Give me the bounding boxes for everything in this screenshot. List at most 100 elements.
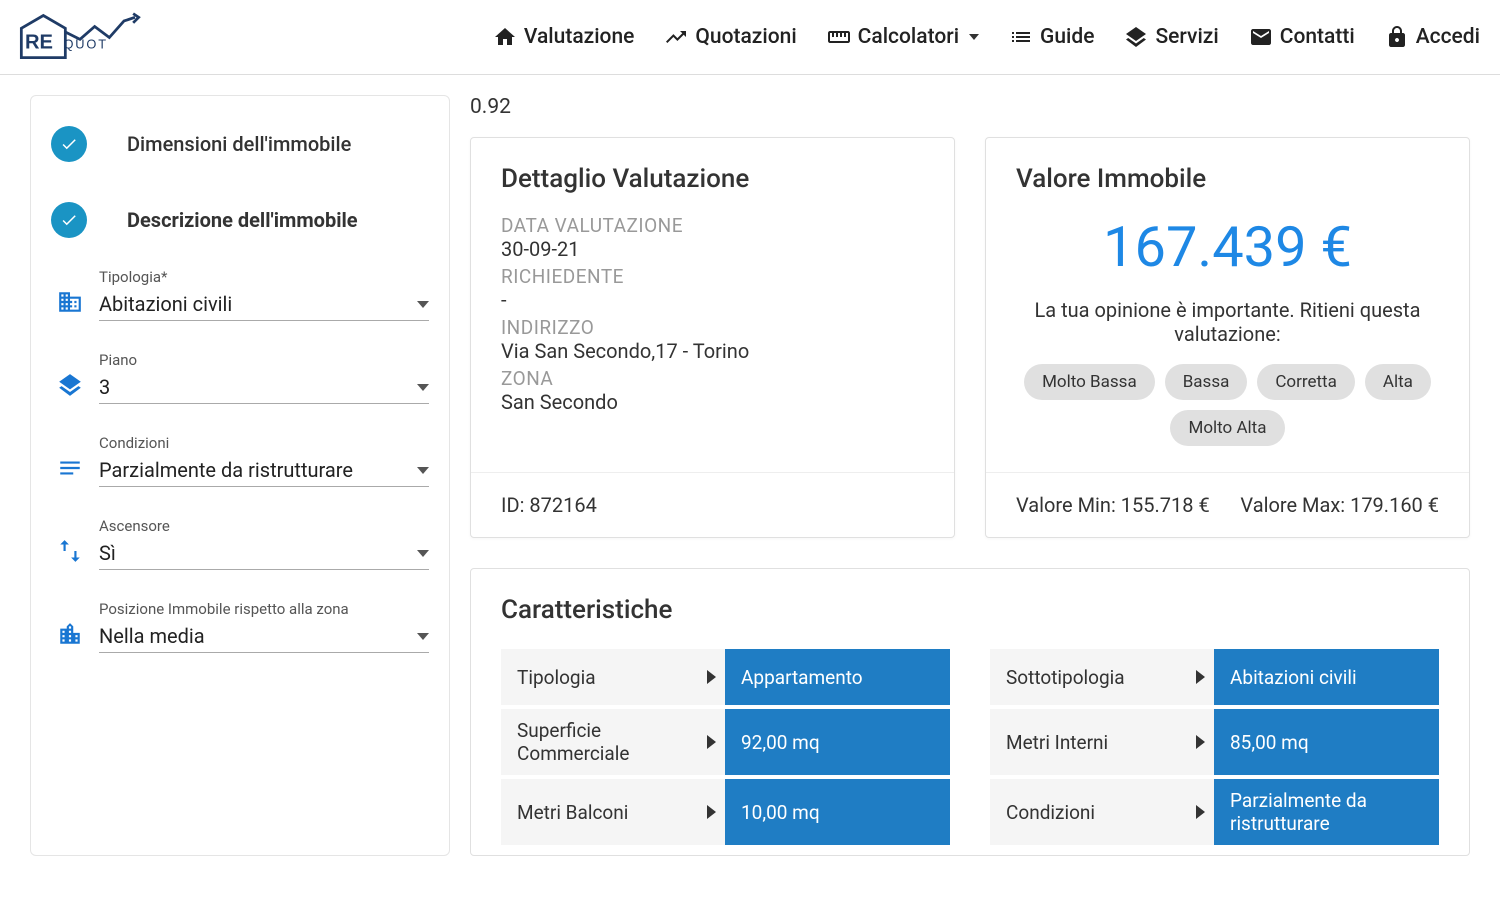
ruler-icon: [827, 25, 851, 49]
char-row-sottotipologia: Sottotipologia Abitazioni civili: [990, 649, 1439, 705]
char-value: 10,00 mq: [725, 779, 950, 845]
property-value: 167.439 €: [1016, 214, 1439, 280]
field-piano[interactable]: Piano 3: [51, 351, 429, 404]
step-descrizione[interactable]: Descrizione dell'immobile: [51, 202, 429, 238]
valuation-id: ID: 872164: [501, 493, 597, 517]
detail-card: Dettaglio Valutazione DATA VALUTAZIONE 3…: [470, 137, 955, 538]
check-icon: [51, 126, 87, 162]
layers-icon: [55, 372, 85, 398]
field-tipologia[interactable]: Tipologia* Abitazioni civili: [51, 268, 429, 321]
nav-servizi[interactable]: Servizi: [1124, 25, 1218, 49]
sidebar: Dimensioni dell'immobile Descrizione del…: [30, 95, 450, 856]
card-title: Caratteristiche: [501, 595, 1439, 625]
card-title: Valore Immobile: [1016, 164, 1439, 194]
score-value: 0.92: [470, 95, 1470, 119]
char-label: Metri Balconi: [501, 779, 697, 845]
nav-label: Contatti: [1280, 25, 1355, 49]
nav-accedi[interactable]: Accedi: [1385, 25, 1480, 49]
detail-label: INDIRIZZO: [501, 316, 924, 339]
field-label: Condizioni: [99, 434, 429, 452]
check-icon: [51, 202, 87, 238]
char-label: Tipologia: [501, 649, 697, 705]
nav-calcolatori[interactable]: Calcolatori: [827, 25, 979, 49]
chip-molto-bassa[interactable]: Molto Bassa: [1024, 364, 1155, 400]
char-value: Abitazioni civili: [1214, 649, 1439, 705]
home-icon: [493, 25, 517, 49]
step-label: Dimensioni dell'immobile: [127, 132, 351, 156]
svg-text:QUOT: QUOT: [64, 36, 108, 51]
chip-molto-alta[interactable]: Molto Alta: [1170, 410, 1284, 446]
chip-alta[interactable]: Alta: [1365, 364, 1431, 400]
arrow-right-icon: [697, 649, 725, 705]
arrow-right-icon: [1186, 649, 1214, 705]
step-label: Descrizione dell'immobile: [127, 208, 358, 232]
char-label: Superficie Commerciale: [501, 709, 697, 775]
char-label: Condizioni: [990, 779, 1186, 845]
nav-label: Calcolatori: [858, 25, 959, 49]
main-content: 0.92 Dettaglio Valutazione DATA VALUTAZI…: [470, 95, 1470, 856]
field-value: 3: [99, 375, 110, 399]
char-row-metri-interni: Metri Interni 85,00 mq: [990, 709, 1439, 775]
field-value: Abitazioni civili: [99, 292, 232, 316]
layers-icon: [1124, 25, 1148, 49]
detail-value: 30-09-21: [501, 237, 924, 261]
main-nav: Valutazione Quotazioni Calcolatori Guide…: [493, 25, 1480, 49]
arrow-right-icon: [1186, 779, 1214, 845]
characteristics-card: Caratteristiche Tipologia Appartamento S…: [470, 568, 1470, 856]
opinion-prompt: La tua opinione è importante. Ritieni qu…: [1016, 298, 1439, 346]
field-label: Piano: [99, 351, 429, 369]
nav-label: Accedi: [1416, 25, 1480, 49]
chevron-down-icon: [969, 34, 979, 40]
chevron-down-icon: [417, 301, 429, 308]
detail-value: Via San Secondo,17 - Torino: [501, 339, 924, 363]
field-label: Posizione Immobile rispetto alla zona: [99, 600, 429, 618]
char-value: 85,00 mq: [1214, 709, 1439, 775]
valuation-card: Valore Immobile 167.439 € La tua opinion…: [985, 137, 1470, 538]
value-max: Valore Max: 179.160 €: [1240, 493, 1439, 517]
char-row-superficie: Superficie Commerciale 92,00 mq: [501, 709, 950, 775]
chevron-down-icon: [417, 633, 429, 640]
nav-label: Valutazione: [524, 25, 635, 49]
logo[interactable]: RE QUOT: [10, 7, 150, 67]
nav-label: Guide: [1040, 25, 1094, 49]
svg-text:RE: RE: [25, 31, 53, 53]
field-label: Tipologia*: [99, 268, 429, 286]
city-icon: [55, 621, 85, 647]
field-value: Parzialmente da ristrutturare: [99, 458, 353, 482]
nav-valutazione[interactable]: Valutazione: [493, 25, 635, 49]
char-value: Parzialmente da ristrutturare: [1214, 779, 1439, 845]
app-header: RE QUOT Valutazione Quotazioni Calcolato…: [0, 0, 1500, 75]
step-dimensioni[interactable]: Dimensioni dell'immobile: [51, 126, 429, 162]
trending-icon: [664, 25, 688, 49]
notes-icon: [55, 455, 85, 481]
arrow-right-icon: [697, 709, 725, 775]
building-icon: [55, 289, 85, 315]
list-icon: [1009, 25, 1033, 49]
page-body: Dimensioni dell'immobile Descrizione del…: [0, 75, 1500, 856]
elevator-icon: [55, 538, 85, 564]
chevron-down-icon: [417, 467, 429, 474]
lock-icon: [1385, 25, 1409, 49]
field-value: Nella media: [99, 624, 205, 648]
char-label: Metri Interni: [990, 709, 1186, 775]
field-posizione[interactable]: Posizione Immobile rispetto alla zona Ne…: [51, 600, 429, 653]
nav-quotazioni[interactable]: Quotazioni: [664, 25, 796, 49]
nav-label: Quotazioni: [695, 25, 796, 49]
field-condizioni[interactable]: Condizioni Parzialmente da ristrutturare: [51, 434, 429, 487]
field-label: Ascensore: [99, 517, 429, 535]
mail-icon: [1249, 25, 1273, 49]
chip-corretta[interactable]: Corretta: [1257, 364, 1355, 400]
detail-value: -: [501, 288, 924, 312]
nav-contatti[interactable]: Contatti: [1249, 25, 1355, 49]
field-ascensore[interactable]: Ascensore Sì: [51, 517, 429, 570]
chip-bassa[interactable]: Bassa: [1165, 364, 1248, 400]
rating-chips: Molto Bassa Bassa Corretta Alta Molto Al…: [1016, 364, 1439, 446]
char-row-tipologia: Tipologia Appartamento: [501, 649, 950, 705]
detail-label: DATA VALUTAZIONE: [501, 214, 924, 237]
chevron-down-icon: [417, 550, 429, 557]
char-value: Appartamento: [725, 649, 950, 705]
field-value: Sì: [99, 541, 116, 565]
nav-guide[interactable]: Guide: [1009, 25, 1094, 49]
arrow-right-icon: [697, 779, 725, 845]
char-row-condizioni: Condizioni Parzialmente da ristrutturare: [990, 779, 1439, 845]
